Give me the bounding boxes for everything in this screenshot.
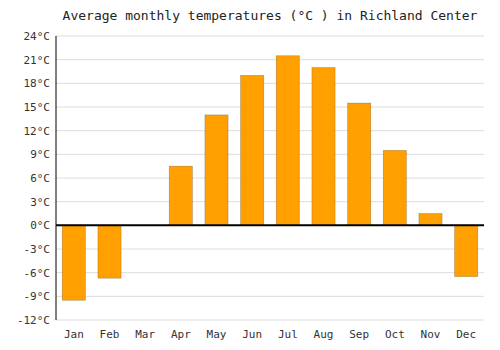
bar xyxy=(169,166,192,225)
y-tick-label: 12°C xyxy=(24,125,51,138)
y-tick-label: -9°C xyxy=(24,290,51,303)
y-axis-line xyxy=(56,36,57,320)
y-tick-label: 18°C xyxy=(24,77,51,90)
y-tick-label: 3°C xyxy=(30,196,50,209)
y-tick-label: -3°C xyxy=(24,243,51,256)
grid-line xyxy=(56,225,484,226)
y-tick-label: 6°C xyxy=(30,172,50,185)
grid-line xyxy=(56,130,484,131)
bar xyxy=(383,150,406,225)
x-tick-label: Apr xyxy=(171,328,191,341)
grid-line xyxy=(56,296,484,297)
x-tick-label: Oct xyxy=(385,328,405,341)
x-tick-label: Sep xyxy=(349,328,369,341)
bar xyxy=(98,225,121,278)
bars xyxy=(62,56,478,301)
grid-line xyxy=(56,178,484,179)
x-tick-label: Dec xyxy=(456,328,476,341)
x-tick-label: Feb xyxy=(100,328,120,341)
bar xyxy=(312,68,335,226)
x-tick-label: Jun xyxy=(242,328,262,341)
y-tick-label: 15°C xyxy=(24,101,51,114)
grid xyxy=(56,36,484,320)
y-tick-label: 9°C xyxy=(30,148,50,161)
grid-line xyxy=(56,107,484,108)
bar xyxy=(241,75,264,225)
grid-line xyxy=(56,320,484,321)
y-tick-label: -6°C xyxy=(24,267,51,280)
chart-container: Average monthly temperatures (°C ) in Ri… xyxy=(0,0,500,350)
title: Average monthly temperatures (°C ) in Ri… xyxy=(63,8,478,23)
bar xyxy=(419,214,442,226)
bar xyxy=(455,225,478,276)
y-tick-label: 24°C xyxy=(24,30,51,43)
x-tick-label: May xyxy=(207,328,227,341)
grid-line xyxy=(56,59,484,60)
y-tick-label: -12°C xyxy=(17,314,50,327)
grid-line xyxy=(56,201,484,202)
grid-line xyxy=(56,36,484,37)
bar xyxy=(62,225,85,300)
y-tick-label: 21°C xyxy=(24,54,51,67)
x-tick-label: Aug xyxy=(314,328,334,341)
bar xyxy=(348,103,371,225)
x-tick-label: Nov xyxy=(421,328,441,341)
y-tick-label: 0°C xyxy=(30,219,50,232)
y-axis: -12°C -9°C -6°C -3°C 0°C 3°C 6°C 9°C 12°C 15°C 18°… xyxy=(17,30,50,327)
x-tick-label: Mar xyxy=(135,328,155,341)
x-axis: Jan Feb Mar Apr May Jun Jul Aug Sep Oct Nov Dec xyxy=(64,328,476,341)
baseline xyxy=(56,224,484,226)
x-tick-label: Jan xyxy=(64,328,84,341)
bar xyxy=(276,56,299,226)
x-tick-label: Jul xyxy=(278,328,298,341)
background xyxy=(0,0,500,350)
grid-line xyxy=(56,154,484,155)
bar xyxy=(205,115,228,225)
chart-svg: Average monthly temperatures (°C ) in Ri… xyxy=(0,0,500,350)
grid-line xyxy=(56,83,484,84)
